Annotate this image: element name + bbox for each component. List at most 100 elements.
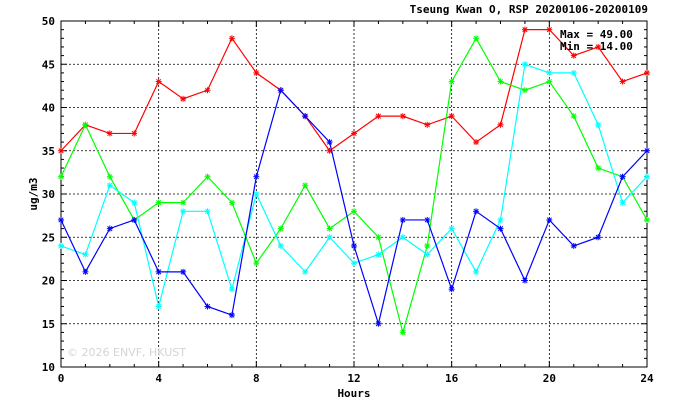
data-point bbox=[82, 268, 89, 275]
data-point bbox=[375, 113, 382, 120]
data-point bbox=[644, 173, 650, 180]
data-point bbox=[131, 130, 138, 137]
data-point bbox=[253, 173, 260, 180]
data-point bbox=[424, 251, 431, 258]
data-point bbox=[399, 329, 406, 336]
data-point bbox=[155, 268, 162, 275]
data-point bbox=[351, 242, 357, 249]
data-point bbox=[448, 286, 455, 293]
data-point bbox=[595, 234, 602, 241]
x-axis-label: Hours bbox=[337, 387, 370, 400]
data-point bbox=[351, 260, 357, 267]
data-point bbox=[155, 78, 162, 85]
data-point bbox=[106, 225, 113, 232]
data-point bbox=[546, 69, 553, 76]
data-point bbox=[58, 216, 64, 223]
data-point bbox=[619, 78, 626, 85]
data-point bbox=[546, 26, 553, 33]
data-point bbox=[424, 242, 431, 249]
data-point bbox=[58, 147, 64, 154]
x-tick-label: 24 bbox=[640, 372, 654, 385]
data-point bbox=[595, 165, 602, 172]
x-tick-label: 16 bbox=[445, 372, 459, 385]
data-point bbox=[448, 113, 455, 120]
y-axis-label: ug/m3 bbox=[27, 177, 40, 210]
watermark: © 2026 ENVF, HKUST bbox=[67, 346, 186, 359]
y-tick-label: 45 bbox=[42, 58, 55, 71]
data-point bbox=[106, 130, 113, 137]
data-point bbox=[155, 199, 162, 206]
data-point bbox=[253, 69, 260, 76]
data-point bbox=[204, 173, 211, 180]
data-point bbox=[375, 320, 382, 327]
data-point bbox=[180, 208, 187, 215]
series-group bbox=[58, 26, 650, 336]
data-point bbox=[155, 303, 162, 310]
data-point bbox=[424, 216, 431, 223]
data-point bbox=[424, 121, 431, 128]
data-point bbox=[302, 268, 309, 275]
x-tick-label: 0 bbox=[58, 372, 65, 385]
y-tick-label: 15 bbox=[42, 318, 55, 331]
data-point bbox=[228, 312, 235, 319]
data-point bbox=[619, 199, 626, 206]
x-tick-label: 12 bbox=[347, 372, 360, 385]
data-point bbox=[58, 173, 64, 180]
data-point bbox=[253, 260, 260, 267]
data-point bbox=[375, 234, 382, 241]
data-point bbox=[277, 87, 284, 94]
data-point bbox=[521, 277, 528, 284]
chart-title: Tseung Kwan O, RSP 20200106-20200109 bbox=[410, 3, 648, 16]
data-point bbox=[82, 121, 89, 128]
data-point bbox=[375, 251, 382, 258]
data-point bbox=[448, 78, 455, 85]
data-point bbox=[302, 182, 309, 189]
data-point bbox=[180, 268, 187, 275]
data-point bbox=[546, 216, 553, 223]
data-point bbox=[180, 95, 187, 102]
data-point bbox=[326, 234, 333, 241]
data-point bbox=[399, 113, 406, 120]
data-point bbox=[180, 199, 187, 206]
y-tick-label: 35 bbox=[42, 145, 55, 158]
data-point bbox=[228, 199, 235, 206]
data-point bbox=[497, 216, 504, 223]
data-point bbox=[204, 208, 211, 215]
data-point bbox=[58, 242, 64, 249]
data-point bbox=[399, 234, 406, 241]
data-point bbox=[277, 225, 284, 232]
data-point bbox=[228, 35, 235, 42]
data-point bbox=[521, 26, 528, 33]
data-point bbox=[228, 286, 235, 293]
data-point bbox=[106, 173, 113, 180]
data-point bbox=[326, 225, 333, 232]
data-point bbox=[399, 216, 406, 223]
axis-ticks: 0 4 8 12 16 20 24 10 15 20 25 30 35 40 45 50 bbox=[42, 15, 654, 385]
x-tick-label: 20 bbox=[543, 372, 556, 385]
data-point bbox=[644, 147, 650, 154]
y-tick-label: 30 bbox=[42, 188, 55, 201]
y-tick-label: 25 bbox=[42, 231, 55, 244]
data-point bbox=[595, 121, 602, 128]
data-point bbox=[570, 69, 577, 76]
min-annotation: Min = 14.00 bbox=[560, 40, 633, 53]
data-point bbox=[595, 43, 602, 50]
data-point bbox=[131, 199, 138, 206]
data-point bbox=[473, 208, 480, 215]
data-point bbox=[326, 139, 333, 146]
grid bbox=[61, 21, 647, 367]
data-point bbox=[253, 191, 260, 197]
series-3 bbox=[58, 61, 650, 310]
data-point bbox=[497, 121, 504, 128]
data-point bbox=[644, 216, 650, 223]
data-point bbox=[82, 251, 89, 258]
y-tick-label: 20 bbox=[42, 275, 55, 288]
data-point bbox=[473, 35, 480, 42]
data-point bbox=[351, 130, 357, 137]
data-point bbox=[521, 61, 528, 68]
data-point bbox=[473, 268, 480, 275]
y-tick-label: 40 bbox=[42, 102, 55, 115]
data-point bbox=[448, 225, 455, 232]
